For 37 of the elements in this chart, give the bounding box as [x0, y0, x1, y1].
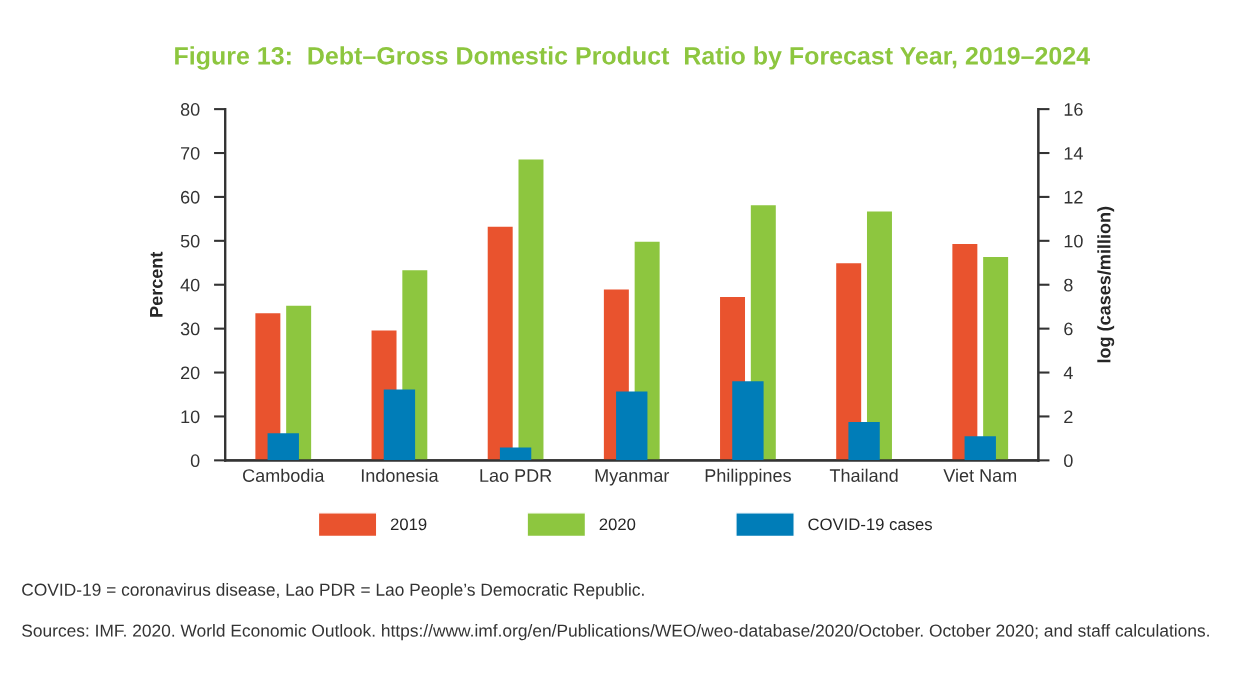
y2-tick-label: 6 [1064, 322, 1073, 336]
y-tick-label: 20 [181, 366, 200, 380]
y2-axis-title: log (cases/million) [1097, 206, 1115, 363]
bar [267, 433, 299, 461]
y-axis-title: Percent [150, 251, 163, 317]
x-tick-label: Philippines [705, 468, 791, 486]
x-tick-label: Thailand [829, 468, 898, 482]
bar [964, 436, 996, 461]
y-tick-label: 60 [181, 190, 200, 204]
y2-tick-label: 12 [1064, 190, 1083, 204]
x-tick-label: Indonesia [361, 468, 439, 482]
y-tick-label: 40 [180, 278, 200, 292]
y-tick-label: 50 [180, 234, 200, 248]
y2-tick-label: 16 [1064, 103, 1083, 116]
y-tick-label: 0 [190, 454, 200, 468]
y2-tick-label: 2 [1064, 410, 1073, 423]
x-tick-label: Cambodia [243, 468, 325, 482]
y-tick-label: 10 [181, 410, 200, 424]
x-tick-label: Lao PDR [480, 469, 552, 482]
text: COVID-19 = coronavirus disease, Lao PDR = Lao People’s Democratic Republic. [22, 583, 644, 600]
bar [499, 447, 532, 461]
y2-tick-label: 0 [1064, 454, 1073, 468]
y2-tick-label: 14 [1064, 147, 1083, 160]
y2-tick-label: 8 [1064, 278, 1073, 292]
source-note: Sources: IMF. 2020. World Economic Outlook. https://www.imf.org/en/Publications/WEO/weo-database/2020/October. October 2020; and staff calculations. [22, 624, 1209, 641]
chart-title: Figure 13: Debt–Gross Domestic Product Ratio by Forecast Year, 2019–2024 [175, 46, 1090, 70]
bar [848, 421, 880, 461]
x-tick-label: Myanmar [595, 469, 670, 486]
x-tick-label: Viet Nam [943, 468, 1017, 482]
y-tick-label: 70 [181, 146, 200, 160]
y-tick-label: 30 [180, 322, 200, 336]
y2-tick-label: 10 [1064, 234, 1083, 248]
legend-label: COVID-19 cases [808, 518, 932, 531]
y-tick-label: 80 [180, 103, 200, 116]
legend-label: 2019 [390, 518, 427, 531]
legend-label: 2020 [599, 518, 636, 531]
y2-tick-label: 4 [1063, 366, 1073, 380]
